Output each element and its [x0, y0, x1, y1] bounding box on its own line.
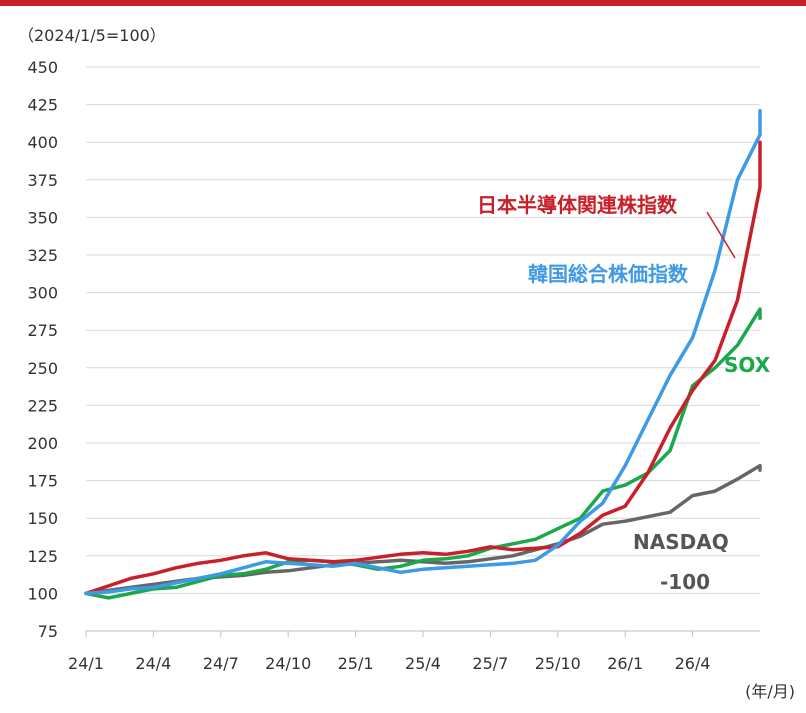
series-line-1 [84, 307, 762, 600]
x-tick-label: 24/10 [265, 654, 311, 673]
header-accent-bar [0, 0, 806, 6]
x-tick-label: 26/4 [675, 654, 711, 673]
x-tick-label: 25/7 [472, 654, 508, 673]
series-label-korea: 韓国総合株価指数 [528, 262, 689, 286]
series-label-nasdaq: NASDAQ [633, 530, 729, 554]
series-lines [84, 108, 762, 600]
y-tick-label: 450 [27, 58, 58, 77]
y-tick-label: 300 [27, 284, 58, 303]
y-tick-label: 75 [38, 622, 58, 641]
y-tick-label: 250 [27, 359, 58, 378]
x-tick-label: 25/10 [535, 654, 581, 673]
y-tick-label: 125 [27, 547, 58, 566]
japan-semis-leader-line [706, 211, 736, 259]
y-axis: 75 100 125 150 175 200 225 250 275 300 325 350 375 40… [27, 58, 58, 641]
y-tick-label: 275 [27, 321, 58, 340]
y-tick-label: 225 [27, 396, 58, 415]
x-tick-label: 24/7 [203, 654, 239, 673]
x-tick-label: 24/1 [68, 654, 104, 673]
series-label-japan-semis: 日本半導体関連株指数 [477, 193, 678, 217]
series-line-2 [84, 140, 762, 596]
x-axis: 24/1 24/4 24/7 24/10 25/1 25/4 25/7 25/10 26/1 26… [68, 630, 760, 673]
series-label-sox: SOX [724, 353, 771, 377]
y-tick-label: 100 [27, 584, 58, 603]
y-tick-label: 175 [27, 472, 58, 491]
y-tick-label: 375 [27, 171, 58, 190]
x-tick-label: 25/1 [338, 654, 374, 673]
y-tick-label: 200 [27, 434, 58, 453]
y-tick-label: 350 [27, 208, 58, 227]
y-tick-label: 150 [27, 509, 58, 528]
y-tick-label: 425 [27, 96, 58, 115]
units-note: （2024/1/5=100） [18, 26, 166, 45]
x-tick-label: 24/4 [135, 654, 171, 673]
x-tick-label: 25/4 [405, 654, 441, 673]
x-tick-label: 26/1 [607, 654, 643, 673]
y-tick-label: 325 [27, 246, 58, 265]
series-label-nasdaq-line2: -100 [660, 570, 710, 594]
y-tick-label: 400 [27, 133, 58, 152]
x-axis-unit-label: (年/月) [745, 682, 795, 701]
series-line-3 [84, 108, 762, 596]
grid-lines [86, 66, 760, 594]
